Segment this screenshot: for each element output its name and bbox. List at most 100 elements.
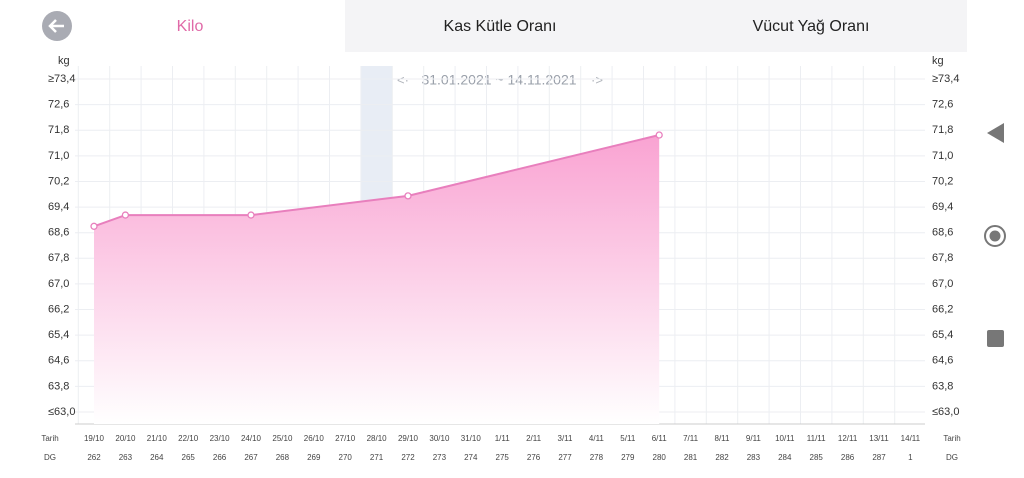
next-icon[interactable]: ·> xyxy=(591,72,603,87)
dg-value: 274 xyxy=(464,453,478,462)
dg-value: 271 xyxy=(370,453,384,462)
y2-tick-label: 71,0 xyxy=(932,150,953,162)
dg-value: 265 xyxy=(182,453,196,462)
x-tick-label: 4/11 xyxy=(589,434,605,443)
y-tick-label: 72,6 xyxy=(48,99,69,111)
dg-value: 262 xyxy=(87,453,101,462)
y2-tick-label: 67,8 xyxy=(932,252,953,264)
date-range-pill xyxy=(383,67,615,95)
x-tick-label: 1/11 xyxy=(495,434,511,443)
y2-tick-label: 66,2 xyxy=(932,303,953,315)
y-label: kg xyxy=(58,55,70,67)
y-tick-label: 71,8 xyxy=(48,124,69,136)
x-tick-label: 28/10 xyxy=(367,434,388,443)
dg-value: 263 xyxy=(119,453,133,462)
y2-label: kg xyxy=(932,55,944,67)
x-tick-label: 3/11 xyxy=(558,434,574,443)
x-tick-label: 11/11 xyxy=(807,434,826,443)
point xyxy=(90,222,98,230)
nav-back[interactable] xyxy=(987,123,1004,143)
y-tick-label: 67,8 xyxy=(48,252,69,264)
y-tick-label: 70,2 xyxy=(48,175,69,187)
dg-value: 282 xyxy=(715,453,729,462)
tab[interactable]: Vücut Yağ Oranı xyxy=(753,18,870,35)
y-tick-label: 65,4 xyxy=(48,329,69,341)
x-tick-label: 22/10 xyxy=(178,434,199,443)
y-tick-label: 66,2 xyxy=(48,303,69,315)
x-tick-label: 24/10 xyxy=(241,434,262,443)
x-tick-label: 31/10 xyxy=(461,434,482,443)
y2-tick-label: 68,6 xyxy=(932,227,953,239)
x-tick-label: 8/11 xyxy=(715,434,731,443)
x-label: Tarih xyxy=(41,434,58,443)
x-tick-label: 13/11 xyxy=(869,434,889,443)
x-tick-label: 9/11 xyxy=(746,434,762,443)
nav-recent[interactable] xyxy=(987,330,1004,347)
dg-label: DG xyxy=(44,453,56,462)
y2-tick-label: 65,4 xyxy=(932,329,953,341)
y-tick-label: 64,6 xyxy=(48,355,69,367)
x-tick-label: 29/10 xyxy=(398,434,419,443)
dg-value: 272 xyxy=(401,453,415,462)
y2-tick-label: 72,6 xyxy=(932,99,953,111)
dg-value: 280 xyxy=(653,453,667,462)
tab[interactable]: Kilo xyxy=(177,18,204,35)
point xyxy=(404,192,412,200)
y-tick-label: ≤63,0 xyxy=(48,406,75,418)
dg-value: 268 xyxy=(276,453,290,462)
y-tick-label: 63,8 xyxy=(48,380,69,392)
x-tick-label: 27/10 xyxy=(335,434,356,443)
x-tick-label: 10/11 xyxy=(775,434,795,443)
dg-value: 1 xyxy=(908,453,913,462)
y-tick-label: ≥73,4 xyxy=(48,73,75,85)
y-tick-label: 68,6 xyxy=(48,227,69,239)
dg-value: 286 xyxy=(841,453,855,462)
x-tick-label: 2/11 xyxy=(526,434,542,443)
dg-value: 269 xyxy=(307,453,321,462)
date-range[interactable]: 31.01.2021 ~ 14.11.2021 xyxy=(421,72,576,88)
x-tick-label: 30/10 xyxy=(429,434,450,443)
dg-value: 287 xyxy=(872,453,886,462)
dg-value: 275 xyxy=(496,453,510,462)
prev-icon[interactable]: <· xyxy=(397,72,409,87)
area xyxy=(94,135,660,424)
nav-home[interactable] xyxy=(984,225,1006,247)
dg-value: 267 xyxy=(244,453,258,462)
x-tick-label: 6/11 xyxy=(652,434,668,443)
x-tick-label: 26/10 xyxy=(304,434,325,443)
point xyxy=(121,211,130,219)
y-tick-label: 69,4 xyxy=(48,201,69,213)
dg-value: 270 xyxy=(339,453,353,462)
nav-home-dot xyxy=(989,230,1001,242)
x-tick-label: 20/10 xyxy=(115,434,136,443)
y2-tick-label: ≤63,0 xyxy=(932,406,959,418)
y2-tick-label: 69,4 xyxy=(932,201,953,213)
dg-value: 284 xyxy=(778,453,792,462)
x-tick-label: 5/11 xyxy=(620,434,636,443)
y-tick-label: 67,0 xyxy=(48,278,69,290)
dg-value: 279 xyxy=(621,453,635,462)
dg-value: 277 xyxy=(558,453,572,462)
x-tick-label: 19/10 xyxy=(84,434,105,443)
y2-tick-label: 67,0 xyxy=(932,278,953,290)
x-label-right: Tarih xyxy=(943,434,960,443)
y2-tick-label: ≥73,4 xyxy=(932,73,959,85)
x-tick-label: 23/10 xyxy=(210,434,231,443)
x-tick-label: 12/11 xyxy=(838,434,858,443)
y2-tick-label: 63,8 xyxy=(932,380,953,392)
dg-value: 283 xyxy=(747,453,761,462)
back-icon xyxy=(48,19,64,33)
dg-value: 278 xyxy=(590,453,604,462)
x-tick-label: 21/10 xyxy=(147,434,168,443)
point xyxy=(247,211,255,219)
tab-bar xyxy=(345,0,967,52)
y-tick-label: 71,0 xyxy=(48,150,69,162)
y2-tick-label: 71,8 xyxy=(932,124,953,136)
x-tick-label: 7/11 xyxy=(683,434,699,443)
dg-label-right: DG xyxy=(946,453,958,462)
tab[interactable]: Kas Kütle Oranı xyxy=(444,18,557,35)
x-tick-label: 14/11 xyxy=(901,434,921,443)
y2-tick-label: 70,2 xyxy=(932,175,953,187)
dg-value: 266 xyxy=(213,453,227,462)
